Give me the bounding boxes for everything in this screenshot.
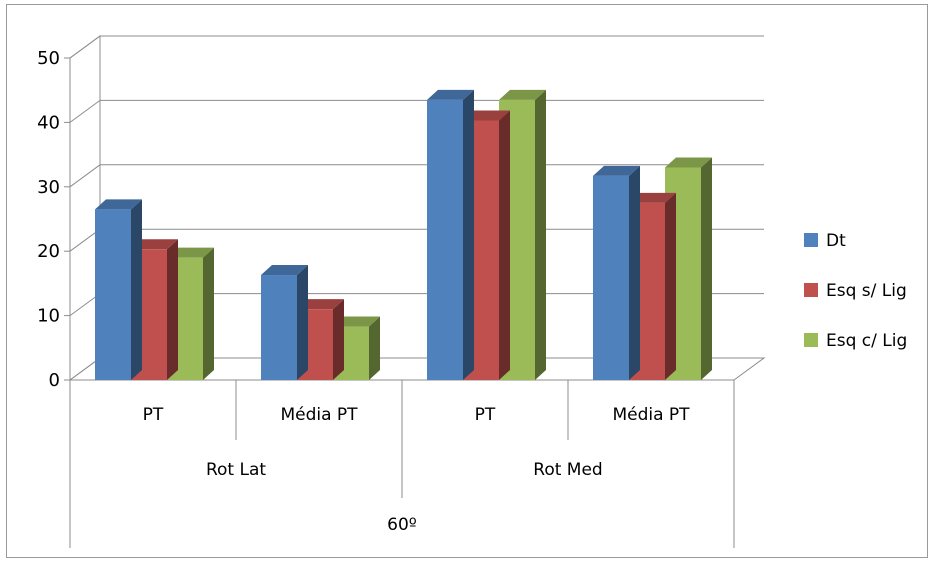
- gridline-depth: [69, 164, 101, 188]
- y-tick-label: 20: [37, 241, 60, 262]
- gridline-depth: [69, 99, 101, 123]
- bar-front: [261, 275, 297, 380]
- y-tick-labels: 0 10 20 30 40 50: [37, 48, 60, 391]
- bar-top: [665, 157, 712, 168]
- bar-side: [535, 89, 546, 381]
- x-category-label: Média PT: [280, 405, 358, 425]
- bar-side: [629, 165, 640, 380]
- bar: [593, 165, 640, 380]
- legend-label: Esq c/ Lig: [826, 331, 907, 351]
- bar-top: [629, 192, 676, 203]
- bar-top: [427, 89, 474, 100]
- x-category-label: PT: [475, 405, 496, 425]
- bar-side: [167, 239, 178, 380]
- legend-label: Esq s/ Lig: [826, 281, 907, 301]
- bar: [261, 265, 308, 380]
- y-tick-label: 0: [49, 370, 60, 391]
- bar-top: [261, 265, 308, 276]
- bar-side: [701, 157, 712, 380]
- bar-top: [167, 247, 214, 258]
- bar-top: [297, 299, 344, 310]
- bar-top: [131, 239, 178, 250]
- bar-side: [369, 316, 380, 380]
- legend-swatch: [804, 333, 818, 347]
- gridline-depth: [69, 35, 101, 59]
- y-tick-label: 30: [37, 177, 60, 198]
- bar-top: [499, 89, 546, 100]
- x-category-label: Média PT: [612, 405, 690, 425]
- bar: [427, 89, 474, 381]
- bar-top: [593, 165, 640, 176]
- x-category-labels: PT Média PT PT Média PT Rot Lat Rot Med 60º: [143, 405, 690, 535]
- bar-front: [593, 175, 629, 380]
- legend-label: Dt: [826, 231, 846, 251]
- bars: [95, 89, 712, 381]
- bar-side: [665, 192, 676, 380]
- bar-side: [203, 247, 214, 380]
- bar-front: [95, 209, 131, 380]
- bar-side: [131, 199, 142, 380]
- x-group-label: Rot Med: [533, 460, 602, 480]
- x-category-label: PT: [143, 405, 164, 425]
- legend-swatch: [804, 283, 818, 297]
- bar-top: [333, 316, 380, 327]
- x-supergroup-label: 60º: [387, 515, 417, 535]
- legend-swatch: [804, 233, 818, 247]
- bar-front: [427, 99, 463, 381]
- bar-side: [499, 110, 510, 380]
- x-group-label: Rot Lat: [206, 460, 266, 480]
- bar: [95, 199, 142, 380]
- bar-top: [95, 199, 142, 210]
- bar-top: [463, 110, 510, 121]
- bar-side: [297, 265, 308, 380]
- bar-side: [333, 299, 344, 380]
- y-tick-label: 40: [37, 112, 60, 133]
- bar-side: [463, 89, 474, 381]
- y-tick-label: 50: [37, 48, 60, 69]
- y-tick-label: 10: [37, 306, 60, 327]
- legend: Dt Esq s/ Lig Esq c/ Lig: [804, 231, 907, 351]
